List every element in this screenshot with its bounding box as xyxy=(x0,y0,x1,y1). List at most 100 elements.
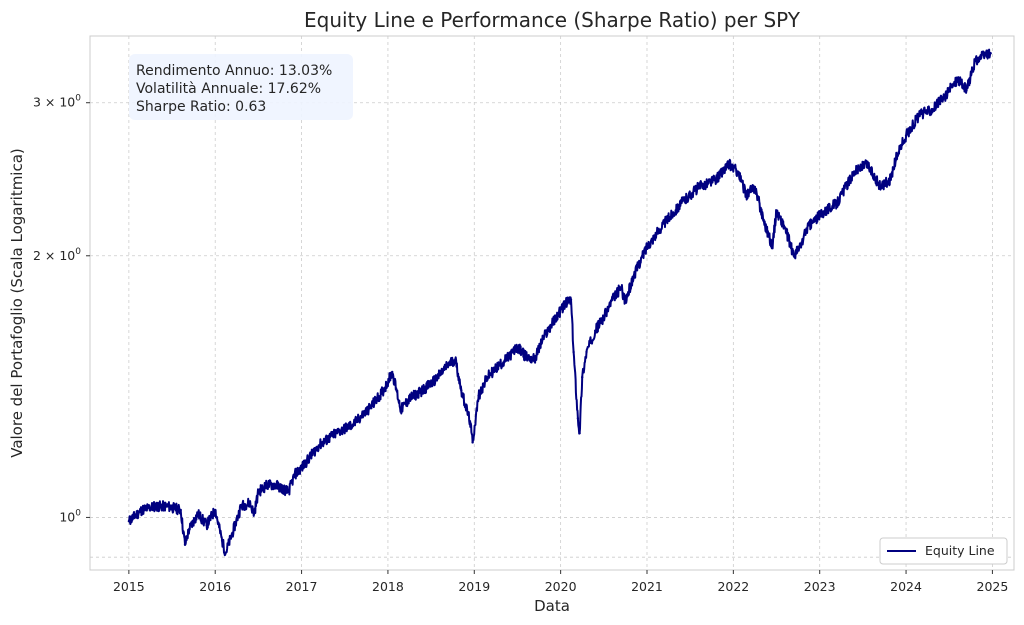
data-point-33 xyxy=(447,363,450,366)
legend-entry-equity-line: Equity Line xyxy=(925,543,995,558)
data-point-44 xyxy=(533,358,536,361)
series-line-equity-line xyxy=(127,48,992,557)
data-point-76 xyxy=(814,218,817,221)
data-point-39 xyxy=(486,376,489,379)
x-tick-label-2016: 2016 xyxy=(199,579,231,594)
y-tick-label-0: 100 xyxy=(59,508,81,524)
data-point-36 xyxy=(468,420,472,423)
data-point-90 xyxy=(973,59,977,63)
data-point-62 xyxy=(680,201,683,205)
data-point-9 xyxy=(214,508,217,512)
data-point-79 xyxy=(853,170,856,173)
data-point-60 xyxy=(645,245,649,248)
data-point-68 xyxy=(753,185,757,189)
data-point-81 xyxy=(878,185,882,189)
data-point-54 xyxy=(594,329,597,332)
data-point-12 xyxy=(231,531,234,534)
data-point-85 xyxy=(917,114,921,117)
data-point-88 xyxy=(956,77,960,80)
data-point-66 xyxy=(736,170,739,173)
data-point-26 xyxy=(382,389,385,392)
series-layer xyxy=(127,48,992,557)
x-tick-label-2017: 2017 xyxy=(286,579,318,594)
data-point-69 xyxy=(762,218,765,221)
data-point-40 xyxy=(499,363,502,366)
data-point-64 xyxy=(714,178,718,181)
data-point-10 xyxy=(220,539,224,542)
data-point-20 xyxy=(293,473,296,476)
x-tick-label-2020: 2020 xyxy=(545,579,577,594)
data-point-23 xyxy=(334,432,338,435)
data-point-2 xyxy=(153,505,156,508)
data-point-49 xyxy=(572,350,575,354)
legend: Equity Line xyxy=(879,537,1008,565)
data-point-11 xyxy=(224,551,227,555)
data-point-22 xyxy=(317,444,320,447)
data-point-7 xyxy=(196,512,200,515)
legend-box xyxy=(879,537,1008,565)
data-point-3 xyxy=(166,505,169,508)
data-point-53 xyxy=(585,350,588,354)
data-point-48 xyxy=(569,298,573,301)
data-point-16 xyxy=(257,490,260,494)
data-point-52 xyxy=(581,376,584,379)
data-point-35 xyxy=(460,389,463,392)
data-point-13 xyxy=(239,505,243,508)
data-point-27 xyxy=(391,370,394,374)
data-point-31 xyxy=(421,389,424,392)
data-point-46 xyxy=(555,315,558,319)
y-tick-label-1: 2 × 100 xyxy=(33,247,81,263)
stats-box-background xyxy=(129,54,353,120)
data-point-17 xyxy=(265,483,269,487)
plot-area xyxy=(89,35,1015,571)
grid-lines xyxy=(90,36,1014,570)
data-point-38 xyxy=(477,394,480,397)
data-point-72 xyxy=(784,227,787,230)
data-point-42 xyxy=(516,346,519,349)
data-point-59 xyxy=(632,273,636,277)
data-point-91 xyxy=(982,54,985,57)
data-point-37 xyxy=(471,441,474,444)
stat-sharpe-ratio: Sharpe Ratio: 0.63 xyxy=(136,99,266,115)
stat-annual-volatility: Volatilità Annuale: 17.62% xyxy=(136,81,321,97)
data-point-30 xyxy=(408,397,411,400)
data-point-83 xyxy=(896,152,899,155)
data-point-28 xyxy=(395,389,398,392)
stat-annual-return: Rendimento Annuo: 13.03% xyxy=(136,63,332,79)
data-point-41 xyxy=(507,355,510,359)
data-point-32 xyxy=(434,378,437,381)
data-point-58 xyxy=(624,300,627,304)
data-point-86 xyxy=(930,107,934,111)
data-point-74 xyxy=(799,245,802,248)
x-tick-label-2024: 2024 xyxy=(890,579,922,594)
x-tick-label-2021: 2021 xyxy=(631,579,663,594)
x-tick-label-2022: 2022 xyxy=(717,579,749,594)
data-point-70 xyxy=(771,245,774,248)
data-point-75 xyxy=(805,227,808,230)
chart-title: Equity Line e Performance (Sharpe Ratio)… xyxy=(304,8,801,32)
data-point-56 xyxy=(611,298,614,301)
data-point-89 xyxy=(965,89,968,92)
x-tick-label-2015: 2015 xyxy=(113,579,145,594)
x-tick-label-2023: 2023 xyxy=(804,579,836,594)
data-point-0 xyxy=(127,520,131,523)
data-point-61 xyxy=(663,222,666,225)
data-point-63 xyxy=(697,185,700,189)
y-axis-label: Valore del Portafoglio (Scala Logaritmic… xyxy=(8,148,26,458)
data-point-51 xyxy=(578,432,581,435)
data-point-15 xyxy=(252,512,256,515)
stats-box: Rendimento Annuo: 13.03% Volatilità Annu… xyxy=(129,54,353,120)
y-tick-label-2: 3 × 100 xyxy=(33,94,81,110)
data-point-47 xyxy=(563,302,567,306)
x-axis-label: Data xyxy=(534,597,570,615)
data-point-43 xyxy=(524,355,528,359)
x-tick-label-2019: 2019 xyxy=(458,579,490,594)
data-point-87 xyxy=(943,95,947,98)
data-point-5 xyxy=(183,543,187,546)
data-point-77 xyxy=(822,210,826,213)
data-point-29 xyxy=(399,408,403,411)
data-point-84 xyxy=(904,134,908,137)
data-point-67 xyxy=(745,193,748,197)
data-point-78 xyxy=(835,201,839,205)
data-point-21 xyxy=(300,466,303,470)
